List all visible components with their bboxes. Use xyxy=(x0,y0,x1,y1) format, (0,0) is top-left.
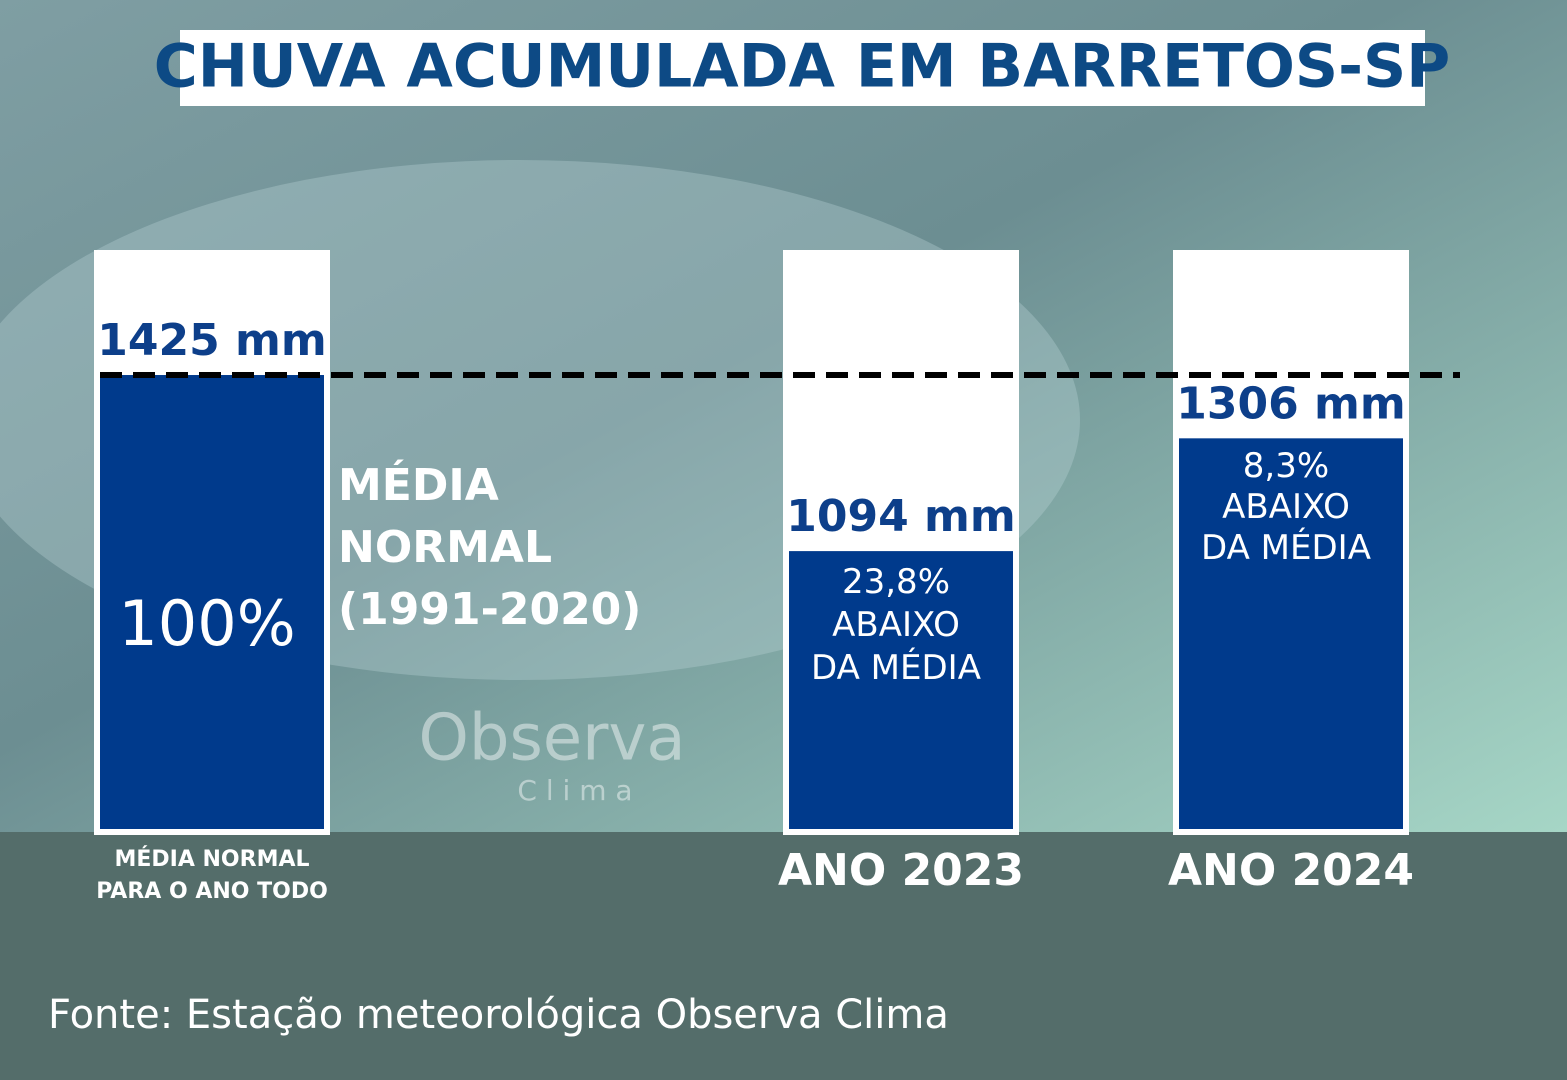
value-note: 100% xyxy=(118,587,295,660)
bar xyxy=(1179,438,1403,829)
value-note: 8,3% ABAIXO DA MÉDIA xyxy=(1201,446,1371,568)
chart-title: CHUVA ACUMULADA EM BARRETOS-SP xyxy=(154,32,1450,102)
x-tick-label: ANO 2024 xyxy=(1168,845,1414,896)
bar xyxy=(100,375,324,829)
title-box xyxy=(180,30,1425,106)
watermark: C l i m a xyxy=(517,774,632,807)
x-tick-label: MÉDIA NORMAL PARA O ANO TODO xyxy=(96,846,328,904)
reference-label: MÉDIA NORMAL (1991-2020) xyxy=(338,458,641,635)
value-label: 1425 mm xyxy=(97,315,326,366)
footer-band xyxy=(0,832,1567,1080)
value-label: 1094 mm xyxy=(786,491,1015,542)
watermark: Observa xyxy=(418,702,685,776)
value-label: 1306 mm xyxy=(1176,378,1405,429)
source: Fonte: Estação meteorológica Observa Cli… xyxy=(48,992,949,1038)
bar xyxy=(789,551,1013,829)
value-note: 23,8% ABAIXO DA MÉDIA xyxy=(811,562,981,688)
x-tick-label: ANO 2023 xyxy=(778,845,1024,896)
